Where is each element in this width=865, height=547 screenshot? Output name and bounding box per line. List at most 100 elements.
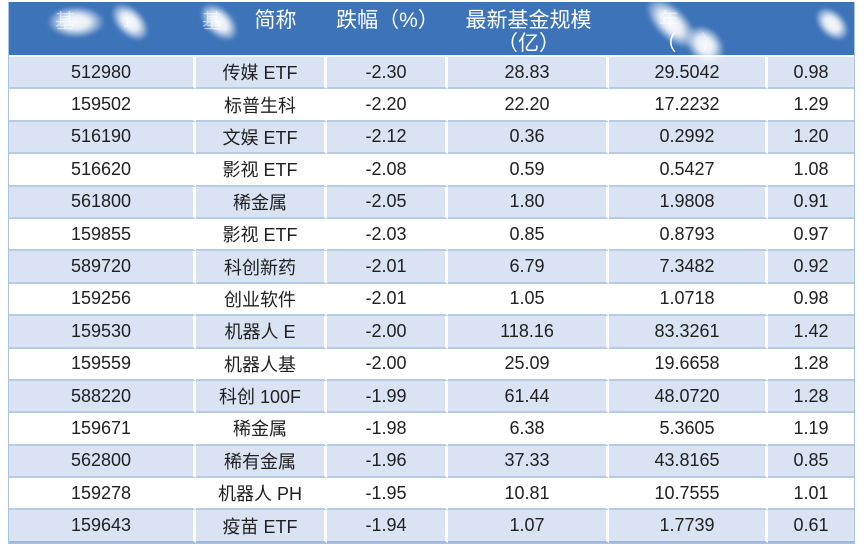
redacted-text-fragment: 年	[659, 10, 679, 32]
cell-fund-code: 159559	[9, 348, 196, 381]
col-header-decline-pct: 跌幅（%）	[327, 2, 448, 57]
col-label-latest-fund-size-line1: 最新基金规模	[465, 9, 592, 32]
table-row: 516190 文娱 ETF -2.12 0.36 0.2992 1.20	[9, 121, 854, 155]
cell-ratio: 0.85	[768, 445, 854, 479]
cell-decline-pct: -2.20	[327, 89, 448, 122]
cell-ratio: 0.61	[768, 510, 854, 543]
cell-fund-code: 159502	[9, 89, 196, 122]
cell-prev-size: 1.9808	[609, 186, 768, 219]
cell-fund-name: 科创 100F	[196, 380, 327, 414]
cell-fund-code: 159256	[9, 283, 196, 317]
cell-prev-size: 1.0718	[609, 283, 768, 317]
table-row: 159671 稀金属 -1.98 6.38 5.3605 1.19	[9, 413, 854, 446]
cell-fund-name: 传媒 ETF	[196, 57, 327, 90]
table-row: 589720 科创新药 -2.01 6.79 7.3482 0.92	[9, 251, 854, 284]
cell-fund-code: 159671	[9, 413, 196, 446]
header-row: 基 1 基 简称 跌幅（%）	[9, 0, 856, 73]
col-header-redacted-ratio	[768, 0, 856, 57]
cell-ratio: 1.01	[768, 478, 854, 511]
cell-latest-size: 118.16	[448, 316, 609, 349]
cell-decline-pct: -1.99	[327, 380, 448, 414]
cell-fund-name: 机器人 E	[196, 316, 327, 349]
blur-patch	[103, 0, 157, 49]
cell-decline-pct: -2.01	[327, 283, 448, 317]
cell-prev-size: 19.6658	[609, 348, 768, 381]
col-header-latest-fund-size: 最新基金规模 （亿）	[448, 2, 609, 57]
table-row: 159559 机器人基 -2.00 25.09 19.6658 1.28	[9, 348, 854, 381]
cell-latest-size: 1.07	[448, 510, 609, 543]
cell-fund-name: 机器人基	[196, 348, 327, 381]
redacted-text-fragment: 基	[202, 11, 222, 33]
cell-fund-name: 标普生科	[196, 89, 327, 122]
table-row: 516620 影视 ETF -2.08 0.59 0.5427 1.08	[9, 154, 854, 187]
cell-decline-pct: -2.12	[327, 121, 448, 155]
cell-latest-size: 22.20	[448, 89, 609, 122]
cell-fund-name: 文娱 ETF	[196, 121, 327, 155]
cell-decline-pct: -1.96	[327, 445, 448, 479]
table-row: 561800 稀金属 -2.05 1.80 1.9808 0.91	[9, 186, 854, 219]
cell-latest-size: 0.36	[448, 121, 609, 155]
cell-latest-size: 10.81	[448, 478, 609, 511]
cell-decline-pct: -1.98	[327, 413, 448, 446]
table-row: 562800 稀有金属 -1.96 37.33 43.8165 0.85	[9, 445, 854, 479]
cell-prev-size: 7.3482	[609, 251, 768, 284]
table-row: 159502 标普生科 -2.20 22.20 17.2232 1.29	[9, 89, 854, 122]
table-row: 159643 疫苗 ETF -1.94 1.07 1.7739 0.61	[9, 510, 854, 543]
cell-decline-pct: -2.00	[327, 348, 448, 381]
cell-prev-size: 83.3261	[609, 316, 768, 349]
cell-latest-size: 25.09	[448, 348, 609, 381]
paren-open: （	[655, 32, 677, 55]
cell-fund-name: 创业软件	[196, 283, 327, 317]
cell-latest-size: 1.05	[448, 283, 609, 317]
blur-patch	[808, 0, 856, 48]
cell-ratio: 0.98	[768, 283, 854, 317]
redacted-text-fragment: 基	[55, 11, 75, 33]
cell-prev-size: 0.5427	[609, 154, 768, 187]
cell-fund-code: 159855	[9, 218, 196, 252]
cell-fund-name: 稀金属	[196, 413, 327, 446]
blur-patch	[47, 6, 105, 38]
blur-patch	[192, 0, 246, 49]
col-label-latest-fund-size-line2: （亿）	[497, 32, 560, 55]
cell-latest-size: 61.44	[448, 380, 609, 414]
cell-decline-pct: -1.95	[327, 478, 448, 511]
cell-ratio: 0.98	[768, 57, 854, 90]
cell-prev-size: 17.2232	[609, 89, 768, 122]
cell-fund-code: 588220	[9, 380, 196, 414]
cell-prev-size: 5.3605	[609, 413, 768, 446]
cell-fund-code: 562800	[9, 445, 196, 479]
cell-decline-pct: -2.30	[327, 57, 448, 90]
table-row: 512980 传媒 ETF -2.30 28.83 29.5042 0.98	[9, 57, 854, 90]
cell-prev-size: 29.5042	[609, 57, 768, 90]
cell-ratio: 1.28	[768, 348, 854, 381]
paren-close: ）	[700, 32, 722, 55]
cell-fund-name: 疫苗 ETF	[196, 510, 327, 543]
cell-ratio: 1.20	[768, 121, 854, 155]
cell-prev-size: 48.0720	[609, 380, 768, 414]
cell-fund-code: 589720	[9, 251, 196, 284]
col-label-fund-name: 简称	[254, 9, 297, 32]
cell-decline-pct: -2.08	[327, 154, 448, 187]
cell-fund-name: 科创新药	[196, 251, 327, 284]
cell-prev-size: 0.8793	[609, 218, 768, 252]
etf-decline-table: 基 1 基 简称 跌幅（%）	[8, 0, 856, 544]
table-header: 基 1 基 简称 跌幅（%）	[9, 0, 856, 73]
cell-prev-size: 10.7555	[609, 478, 768, 511]
cell-ratio: 1.19	[768, 413, 854, 446]
cell-ratio: 1.29	[768, 89, 854, 122]
cell-fund-name: 稀有金属	[196, 445, 327, 479]
col-label-decline-pct: 跌幅（%）	[336, 9, 439, 32]
cell-latest-size: 37.33	[448, 445, 609, 479]
cell-ratio: 0.92	[768, 251, 854, 284]
cell-ratio: 1.42	[768, 316, 854, 349]
redacted-text-fragment: 1	[123, 14, 132, 31]
cell-decline-pct: -2.05	[327, 186, 448, 219]
cell-decline-pct: -2.00	[327, 316, 448, 349]
cell-fund-code: 516190	[9, 121, 196, 155]
cell-decline-pct: -2.03	[327, 218, 448, 252]
table-row: 159855 影视 ETF -2.03 0.85 0.8793 0.97	[9, 218, 854, 252]
cell-ratio: 0.97	[768, 218, 854, 252]
cell-fund-code: 159278	[9, 478, 196, 511]
cell-prev-size: 0.2992	[609, 121, 768, 155]
cell-fund-name: 机器人 PH	[196, 478, 327, 511]
